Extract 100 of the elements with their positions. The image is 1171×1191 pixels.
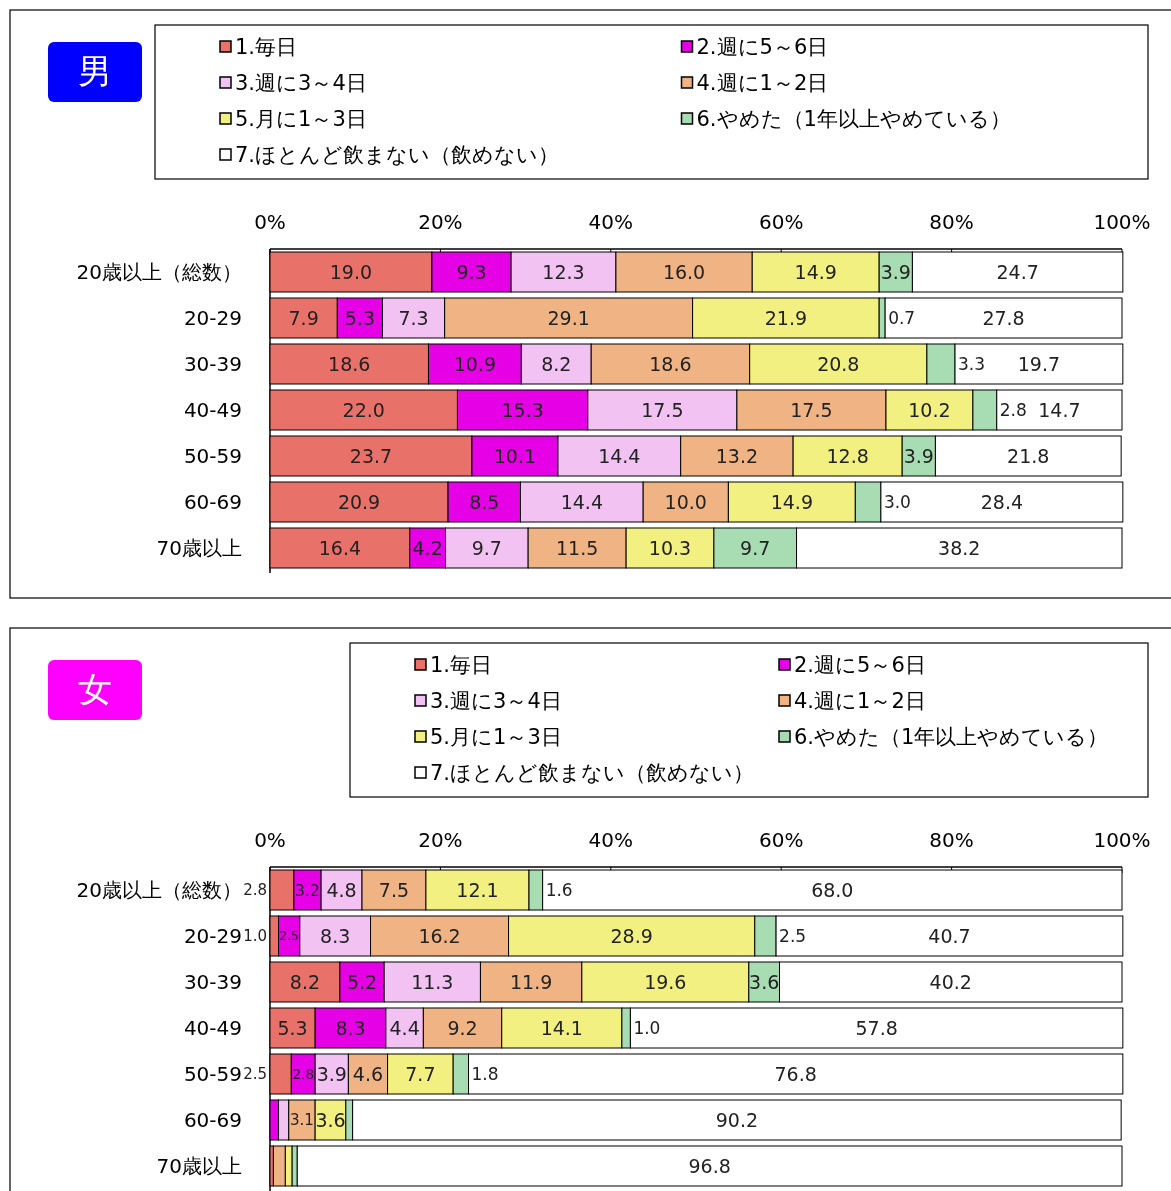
data-label: 7.5 — [378, 878, 410, 901]
data-label: 8.2 — [289, 970, 321, 993]
data-label: 5.2 — [346, 970, 378, 993]
y-tick-label: 20歳以上（総数） — [76, 260, 242, 284]
data-label: 27.8 — [982, 306, 1025, 329]
y-tick-label: 30-39 — [183, 970, 242, 994]
data-label: 11.5 — [555, 536, 599, 559]
data-label: 10.0 — [664, 490, 707, 513]
legend-label: 3.週に3～4日 — [235, 71, 367, 95]
data-label: 22.0 — [342, 398, 385, 421]
y-tick-label: 60-69 — [183, 490, 242, 514]
x-tick-label: 60% — [758, 828, 804, 852]
data-label: 10.2 — [908, 398, 951, 421]
data-label: 29.1 — [547, 306, 590, 329]
y-tick-label: 70歳以上 — [156, 536, 242, 560]
data-label: 28.9 — [610, 924, 653, 947]
data-label: 5.3 — [344, 306, 375, 329]
data-label: 19.7 — [1017, 352, 1061, 375]
data-label: 4.8 — [326, 878, 357, 901]
data-label: 1.8 — [471, 1064, 499, 1085]
x-tick-label: 0% — [254, 210, 286, 234]
data-label: 1.0 — [633, 1018, 661, 1039]
data-label: 14.9 — [770, 490, 814, 513]
x-tick-label: 20% — [418, 828, 463, 852]
data-label: 14.7 — [1038, 398, 1081, 421]
y-tick-label: 40-49 — [183, 1016, 242, 1040]
x-tick-label: 80% — [929, 828, 974, 852]
x-tick-label: 100% — [1093, 210, 1151, 234]
legend-label: 3.週に3～4日 — [430, 689, 562, 713]
data-label: 8.5 — [469, 490, 500, 513]
data-label: 2.8 — [292, 1065, 315, 1082]
data-label: 4.2 — [412, 536, 443, 559]
data-label: 17.5 — [790, 398, 833, 421]
data-label: 3.9 — [316, 1062, 347, 1085]
data-label: 3.9 — [880, 260, 911, 283]
y-tick-label: 20-29 — [183, 306, 242, 330]
data-label: 17.5 — [641, 398, 684, 421]
data-label: 8.2 — [541, 352, 572, 375]
data-label: 28.4 — [980, 490, 1024, 513]
data-label: 21.8 — [1007, 444, 1050, 467]
data-label: 2.5 — [279, 929, 299, 944]
data-label: 16.0 — [662, 260, 706, 283]
data-label: 14.9 — [794, 260, 837, 283]
data-label: 3.0 — [883, 492, 911, 513]
y-tick-label: 70歳以上 — [156, 1154, 242, 1178]
data-label: 3.9 — [903, 444, 934, 467]
x-tick-label: 100% — [1093, 828, 1151, 852]
data-label: 5.3 — [277, 1016, 308, 1039]
data-label: 40.2 — [929, 970, 972, 993]
data-label: 18.6 — [649, 352, 692, 375]
data-label: 1.6 — [545, 880, 573, 901]
x-tick-label: 40% — [588, 828, 634, 852]
data-label: 96.8 — [688, 1154, 731, 1177]
data-label: 90.2 — [715, 1108, 759, 1131]
data-label: 38.2 — [938, 536, 981, 559]
data-label: 68.0 — [811, 878, 854, 901]
data-label: 12.3 — [542, 260, 585, 283]
bar — [296, 1145, 1123, 1187]
data-label: 4.6 — [352, 1062, 384, 1085]
chart-title: 女 — [78, 669, 112, 709]
data-label: 14.4 — [560, 490, 603, 513]
data-label: 3.2 — [295, 881, 320, 900]
x-tick-label: 0% — [254, 828, 286, 852]
data-label: 1.0 — [243, 927, 267, 946]
data-label: 16.4 — [318, 536, 362, 559]
legend-label: 5.月に1～3日 — [235, 107, 367, 131]
data-label: 14.1 — [540, 1016, 583, 1039]
x-tick-label: 80% — [929, 210, 974, 234]
data-label: 24.7 — [996, 260, 1039, 283]
chart-title: 男 — [78, 51, 112, 91]
data-label: 9.7 — [740, 536, 771, 559]
data-label: 7.9 — [288, 306, 319, 329]
data-label: 12.1 — [456, 878, 499, 901]
data-label: 7.3 — [398, 306, 429, 329]
data-label: 9.7 — [471, 536, 502, 559]
data-label: 8.3 — [320, 924, 351, 947]
legend-label: 5.月に1～3日 — [430, 725, 562, 749]
data-label: 12.8 — [826, 444, 869, 467]
x-tick-label: 20% — [418, 210, 463, 234]
data-label: 10.3 — [648, 536, 692, 559]
legend-label: 7.ほとんど飲まない（飲めない） — [235, 143, 560, 167]
data-label: 57.8 — [855, 1016, 898, 1039]
y-tick-label: 50-59 — [183, 444, 242, 468]
x-tick-label: 60% — [758, 210, 804, 234]
data-label: 16.2 — [418, 924, 461, 947]
y-tick-label: 50-59 — [183, 1062, 242, 1086]
data-label: 3.3 — [958, 354, 986, 375]
data-label: 20.9 — [337, 490, 381, 513]
data-label: 11.3 — [411, 970, 454, 993]
data-label: 10.1 — [493, 444, 537, 467]
data-label: 3.6 — [749, 970, 780, 993]
legend-label: 1.毎日 — [235, 35, 298, 59]
data-label: 9.2 — [447, 1016, 478, 1039]
data-label: 2.5 — [779, 926, 807, 947]
legend-label: 6.やめた（1年以上やめている） — [696, 107, 1011, 131]
data-label: 10.9 — [453, 352, 497, 375]
data-label: 23.7 — [349, 444, 393, 467]
y-tick-label: 20歳以上（総数） — [76, 878, 242, 902]
legend-label: 6.やめた（1年以上やめている） — [794, 725, 1109, 749]
y-tick-label: 20-29 — [183, 924, 242, 948]
